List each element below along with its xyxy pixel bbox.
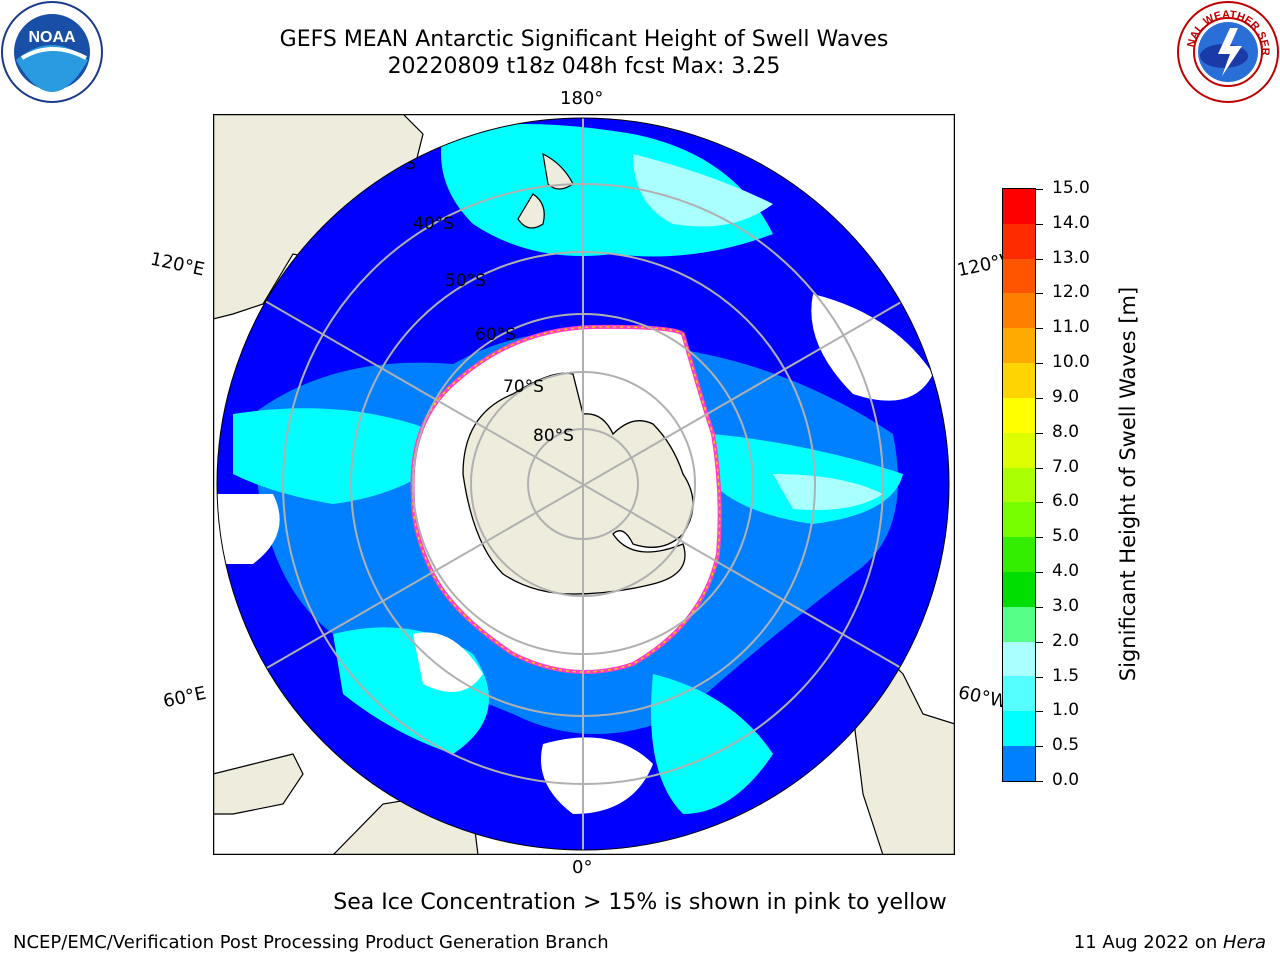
- svg-text:NOAA: NOAA: [28, 29, 76, 46]
- colorbar-segment: [1003, 432, 1035, 468]
- lat-label-40s: 40°S: [413, 214, 454, 234]
- lat-label-80s: 80°S: [533, 426, 574, 446]
- colorbar-tick-label: 6.0: [1052, 491, 1080, 512]
- lon-label-120e: 120°E: [148, 248, 207, 281]
- colorbar-segment: [1003, 467, 1035, 503]
- colorbar-segment: [1003, 676, 1035, 712]
- colorbar-segment: [1003, 606, 1035, 642]
- ice-caption: Sea Ice Concentration > 15% is shown in …: [333, 890, 947, 915]
- lat-label-60s: 60°S: [475, 325, 516, 345]
- footer-date: 11 Aug 2022 on Hera: [1073, 932, 1266, 953]
- lon-label-0: 0°: [572, 857, 593, 878]
- colorbar-segment: [1003, 746, 1035, 781]
- lat-label-50s: 50°S: [445, 271, 486, 291]
- figure-subtitle: 20220809 t18z 048h fcst Max: 3.25: [387, 54, 781, 79]
- colorbar-segment: [1003, 571, 1035, 607]
- colorbar-segment: [1003, 223, 1035, 259]
- colorbar-segment: [1003, 328, 1035, 364]
- colorbar-tick-label: 1.5: [1052, 665, 1080, 686]
- colorbar-tick: [1035, 397, 1043, 399]
- colorbar-tick: [1035, 502, 1043, 504]
- colorbar-tick-label: 0.0: [1052, 770, 1080, 790]
- colorbar-segment: [1003, 363, 1035, 398]
- colorbar-tick: [1035, 781, 1043, 782]
- noaa-logo-icon: NOAA: [1, 1, 103, 103]
- colorbar-tick: [1035, 537, 1043, 539]
- lat-label-70s: 70°S: [503, 377, 544, 397]
- footer-credit: NCEP/EMC/Verification Post Processing Pr…: [13, 932, 609, 953]
- colorbar: [1002, 188, 1036, 782]
- colorbar-tick-label: 11.0: [1052, 317, 1090, 338]
- colorbar-tick-label: 15.0: [1052, 178, 1090, 198]
- colorbar-segment: [1003, 537, 1035, 572]
- africa-land: [213, 753, 304, 815]
- colorbar-segment: [1003, 711, 1035, 746]
- colorbar-segment: [1003, 502, 1035, 538]
- colorbar-tick-label: 7.0: [1052, 456, 1080, 477]
- colorbar-tick-label: 1.0: [1052, 700, 1080, 721]
- colorbar-tick: [1035, 746, 1043, 748]
- lon-label-60e: 60°E: [161, 682, 208, 713]
- colorbar-tick: [1035, 432, 1043, 434]
- colorbar-tick-label: 9.0: [1052, 386, 1080, 407]
- colorbar-tick: [1035, 572, 1043, 574]
- colorbar-tick: [1035, 363, 1043, 365]
- nws-logo-icon: NATIONAL WEATHER SERVICE: [1176, 0, 1279, 103]
- colorbar-tick-label: 3.0: [1052, 595, 1080, 616]
- colorbar-tick-label: 10.0: [1052, 352, 1090, 373]
- colorbar-tick: [1035, 223, 1043, 225]
- colorbar-segment: [1003, 293, 1035, 329]
- colorbar-tick-label: 4.0: [1052, 561, 1080, 582]
- colorbar-tick: [1035, 328, 1043, 330]
- colorbar-tick: [1035, 606, 1043, 608]
- colorbar-segment: [1003, 397, 1035, 433]
- figure-title: GEFS MEAN Antarctic Significant Height o…: [279, 27, 889, 52]
- lon-label-180: 180°: [560, 88, 604, 109]
- colorbar-tick-label: 12.0: [1052, 282, 1090, 303]
- colorbar-tick-label: 0.5: [1052, 735, 1080, 756]
- colorbar-tick: [1035, 258, 1043, 260]
- antarctica-land: [462, 372, 694, 595]
- colorbar-tick: [1035, 676, 1043, 678]
- colorbar-segment: [1003, 189, 1035, 224]
- colorbar-tick: [1035, 189, 1043, 190]
- colorbar-tick: [1035, 711, 1043, 713]
- colorbar-tick-label: 13.0: [1052, 247, 1090, 268]
- polar-map: 30°S 40°S 50°S 60°S 70°S 80°S: [213, 114, 955, 855]
- colorbar-tick: [1035, 641, 1043, 643]
- colorbar-segment: [1003, 258, 1035, 294]
- colorbar-tick: [1035, 293, 1043, 295]
- colorbar-segment: [1003, 641, 1035, 677]
- colorbar-tick: [1035, 467, 1043, 469]
- colorbar-tick-label: 5.0: [1052, 526, 1080, 547]
- colorbar-tick-label: 2.0: [1052, 630, 1080, 651]
- colorbar-tick-label: 8.0: [1052, 421, 1080, 442]
- colorbar-label: Significant Height of Swell Waves [m]: [1116, 286, 1140, 682]
- colorbar-tick-label: 14.0: [1052, 212, 1090, 233]
